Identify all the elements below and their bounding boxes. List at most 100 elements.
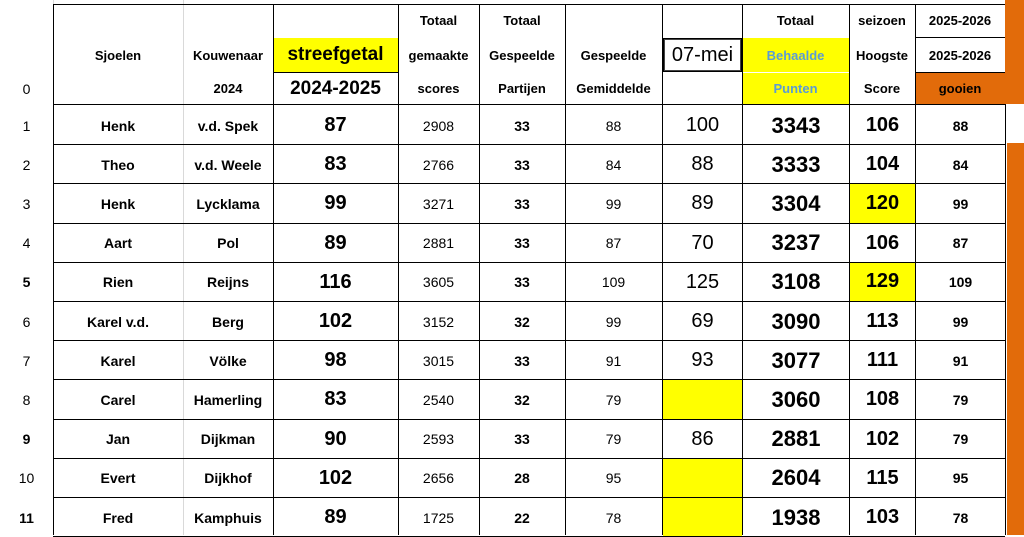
gooien-cell[interactable]: 79 (952, 431, 969, 448)
row-number[interactable]: 4 (22, 235, 31, 252)
gooien-cell[interactable]: 109 (948, 274, 973, 291)
row-number[interactable]: 7 (22, 352, 31, 369)
last-name-cell[interactable]: Völke (209, 352, 247, 369)
high-score-cell[interactable]: 113 (866, 310, 899, 333)
target-cell[interactable]: 116 (319, 270, 352, 293)
last-name-cell[interactable]: Dijkhof (204, 470, 252, 487)
target-cell[interactable]: 87 (324, 114, 347, 137)
made-scores-cell[interactable]: 3605 (422, 274, 455, 291)
high-score-cell[interactable]: 102 (865, 427, 900, 450)
date-score-cell[interactable] (663, 498, 742, 537)
points-cell[interactable]: 3304 (771, 190, 821, 216)
active-cell-date[interactable]: 07-mei (663, 38, 742, 72)
target-cell[interactable]: 99 (324, 192, 347, 215)
points-cell[interactable]: 3237 (771, 230, 821, 256)
average-cell[interactable]: 87 (605, 235, 622, 252)
first-name-cell[interactable]: Henk (100, 195, 136, 212)
points-cell[interactable]: 3343 (771, 112, 821, 138)
row-number[interactable]: 11 (19, 509, 34, 526)
points-cell[interactable]: 3090 (771, 308, 821, 334)
high-score-cell[interactable]: 106 (865, 114, 900, 137)
row-number[interactable]: 6 (22, 313, 31, 330)
target-cell[interactable]: 90 (324, 427, 347, 450)
gooien-cell[interactable]: 99 (952, 195, 969, 212)
target-cell[interactable]: 102 (318, 310, 353, 333)
made-scores-cell[interactable]: 2766 (422, 156, 455, 173)
average-cell[interactable]: 88 (605, 117, 622, 134)
last-name-cell[interactable]: v.d. Weele (194, 156, 262, 173)
row-number[interactable]: 10 (18, 470, 35, 487)
row-number[interactable]: 5 (22, 274, 31, 291)
date-score-cell[interactable] (663, 458, 742, 497)
first-name-cell[interactable]: Fred (102, 509, 134, 526)
last-name-cell[interactable]: Kamphuis (194, 509, 262, 526)
first-name-cell[interactable]: Jan (105, 431, 131, 448)
date-score-cell[interactable] (663, 380, 742, 419)
points-cell[interactable]: 3060 (771, 386, 821, 412)
played-cell[interactable]: 33 (514, 235, 530, 252)
date-score-cell[interactable]: 89 (691, 192, 714, 215)
made-scores-cell[interactable]: 2908 (422, 117, 455, 134)
high-score-cell[interactable]: 129 (850, 262, 915, 301)
gooien-cell[interactable]: 78 (952, 509, 969, 526)
last-name-cell[interactable]: Hamerling (193, 391, 263, 408)
high-score-cell[interactable]: 115 (866, 466, 899, 489)
average-cell[interactable]: 99 (605, 195, 622, 212)
points-cell[interactable]: 3333 (771, 151, 821, 177)
played-cell[interactable]: 28 (514, 470, 530, 487)
target-cell[interactable]: 89 (324, 506, 347, 529)
last-name-cell[interactable]: Berg (212, 313, 244, 330)
gooien-cell[interactable]: 88 (952, 117, 969, 134)
average-cell[interactable]: 99 (605, 313, 622, 330)
row-number[interactable]: 1 (22, 117, 31, 134)
last-name-cell[interactable]: Lycklama (196, 195, 260, 212)
last-name-cell[interactable]: Pol (217, 235, 239, 252)
first-name-cell[interactable]: Evert (100, 470, 136, 487)
gooien-cell[interactable]: 99 (952, 313, 969, 330)
played-cell[interactable]: 33 (514, 431, 530, 448)
first-name-cell[interactable]: Henk (100, 117, 136, 134)
last-name-cell[interactable]: Dijkman (200, 431, 256, 448)
row-number[interactable]: 2 (22, 156, 31, 173)
gooien-cell[interactable]: 91 (952, 352, 969, 369)
average-cell[interactable]: 78 (605, 509, 622, 526)
high-score-cell[interactable]: 103 (865, 506, 900, 529)
high-score-cell[interactable]: 104 (865, 153, 900, 176)
high-score-cell[interactable]: 120 (850, 184, 915, 223)
target-cell[interactable]: 83 (324, 388, 347, 411)
date-score-cell[interactable]: 88 (691, 153, 714, 176)
first-name-cell[interactable]: Karel v.d. (87, 313, 149, 330)
played-cell[interactable]: 33 (514, 156, 530, 173)
played-cell[interactable]: 33 (514, 352, 530, 369)
last-name-cell[interactable]: v.d. Spek (197, 117, 259, 134)
gooien-cell[interactable]: 95 (952, 470, 969, 487)
played-cell[interactable]: 32 (514, 313, 530, 330)
made-scores-cell[interactable]: 1725 (422, 509, 455, 526)
made-scores-cell[interactable]: 2593 (422, 431, 455, 448)
points-cell[interactable]: 2881 (771, 426, 821, 452)
first-name-cell[interactable]: Karel (100, 352, 136, 369)
made-scores-cell[interactable]: 3152 (422, 313, 455, 330)
target-cell[interactable]: 102 (318, 466, 353, 489)
target-cell[interactable]: 98 (324, 349, 347, 372)
made-scores-cell[interactable]: 3015 (422, 352, 455, 369)
points-cell[interactable]: 3108 (771, 269, 821, 295)
high-score-cell[interactable]: 108 (865, 388, 900, 411)
target-cell[interactable]: 83 (324, 153, 347, 176)
date-score-cell[interactable]: 70 (691, 231, 714, 254)
played-cell[interactable]: 33 (514, 195, 530, 212)
date-score-cell[interactable]: 125 (685, 270, 720, 293)
made-scores-cell[interactable]: 2881 (422, 235, 455, 252)
points-cell[interactable]: 3077 (771, 347, 821, 373)
played-cell[interactable]: 22 (514, 509, 530, 526)
average-cell[interactable]: 84 (605, 156, 622, 173)
played-cell[interactable]: 32 (514, 391, 530, 408)
made-scores-cell[interactable]: 3271 (422, 195, 455, 212)
average-cell[interactable]: 95 (605, 470, 622, 487)
played-cell[interactable]: 33 (514, 117, 530, 134)
first-name-cell[interactable]: Carel (100, 391, 136, 408)
high-score-cell[interactable]: 111 (866, 349, 899, 372)
first-name-cell[interactable]: Rien (102, 274, 134, 291)
gooien-cell[interactable]: 79 (952, 391, 969, 408)
average-cell[interactable]: 91 (605, 352, 622, 369)
